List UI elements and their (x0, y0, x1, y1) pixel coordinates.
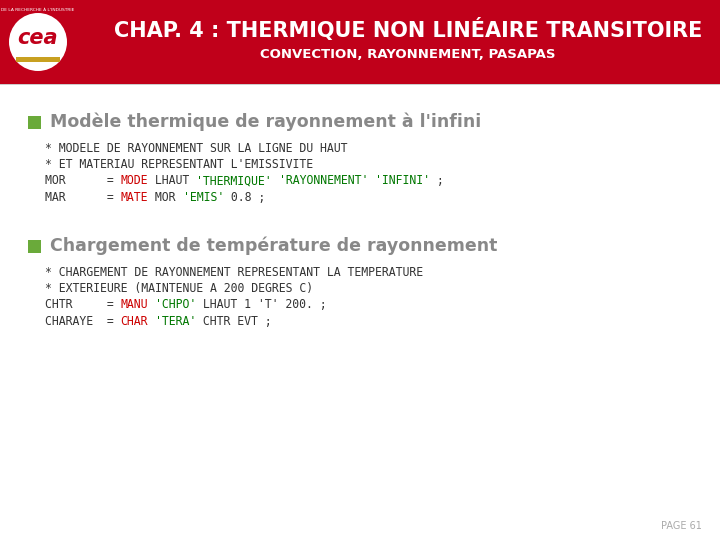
Bar (0, 84, 720, 85)
Text: 0.8 ;: 0.8 ; (224, 191, 265, 204)
Text: * EXTERIEURE (MAINTENUE A 200 DEGRES C): * EXTERIEURE (MAINTENUE A 200 DEGRES C) (45, 282, 313, 295)
Text: * MODELE DE RAYONNEMENT SUR LA LIGNE DU HAUT: * MODELE DE RAYONNEMENT SUR LA LIGNE DU … (45, 141, 348, 154)
Text: MANU: MANU (121, 299, 148, 312)
Text: DE LA RECHERCHE À L'INDUSTRIE: DE LA RECHERCHE À L'INDUSTRIE (1, 8, 75, 12)
Text: 'THERMIQUE': 'THERMIQUE' (197, 174, 272, 187)
Bar (28, 240, 41, 253)
Text: CHTR     =: CHTR = (45, 299, 121, 312)
Text: CHAP. 4 : THERMIQUE NON LINÉAIRE TRANSITOIRE: CHAP. 4 : THERMIQUE NON LINÉAIRE TRANSIT… (114, 18, 702, 42)
Bar (16, 57, 60, 62)
Text: * ET MATERIAU REPRESENTANT L'EMISSIVITE: * ET MATERIAU REPRESENTANT L'EMISSIVITE (45, 158, 313, 171)
Text: LHAUT 1 'T' 200. ;: LHAUT 1 'T' 200. ; (197, 299, 327, 312)
Text: MOR: MOR (148, 191, 182, 204)
Text: Modèle thermique de rayonnement à l'infini: Modèle thermique de rayonnement à l'infi… (50, 113, 481, 131)
Text: MODE: MODE (121, 174, 148, 187)
Text: ;: ; (430, 174, 444, 187)
Bar (28, 116, 41, 129)
Text: MOR      =: MOR = (45, 174, 121, 187)
Text: Chargement de température de rayonnement: Chargement de température de rayonnement (50, 237, 498, 255)
Text: LHAUT: LHAUT (148, 174, 197, 187)
Ellipse shape (9, 13, 67, 71)
Text: MAR      =: MAR = (45, 191, 121, 204)
Text: * CHARGEMENT DE RAYONNEMENT REPRESENTANT LA TEMPERATURE: * CHARGEMENT DE RAYONNEMENT REPRESENTANT… (45, 266, 423, 279)
Text: PAGE 61: PAGE 61 (661, 521, 702, 531)
Text: 'CHPO': 'CHPO' (155, 299, 197, 312)
Text: CONVECTION, RAYONNEMENT, PASAPAS: CONVECTION, RAYONNEMENT, PASAPAS (260, 48, 556, 60)
Text: CHAR: CHAR (121, 315, 148, 328)
Text: CHTR EVT ;: CHTR EVT ; (197, 315, 272, 328)
Bar (0, 84, 720, 540)
Text: 'INFINI': 'INFINI' (375, 174, 430, 187)
Bar (0, 0, 720, 84)
Text: MATE: MATE (121, 191, 148, 204)
Text: cea: cea (18, 28, 58, 48)
Text: 'EMIS': 'EMIS' (182, 191, 224, 204)
Text: CHARAYE  =: CHARAYE = (45, 315, 121, 328)
Text: 'TERA': 'TERA' (155, 315, 197, 328)
Text: 'RAYONNEMENT': 'RAYONNEMENT' (279, 174, 368, 187)
